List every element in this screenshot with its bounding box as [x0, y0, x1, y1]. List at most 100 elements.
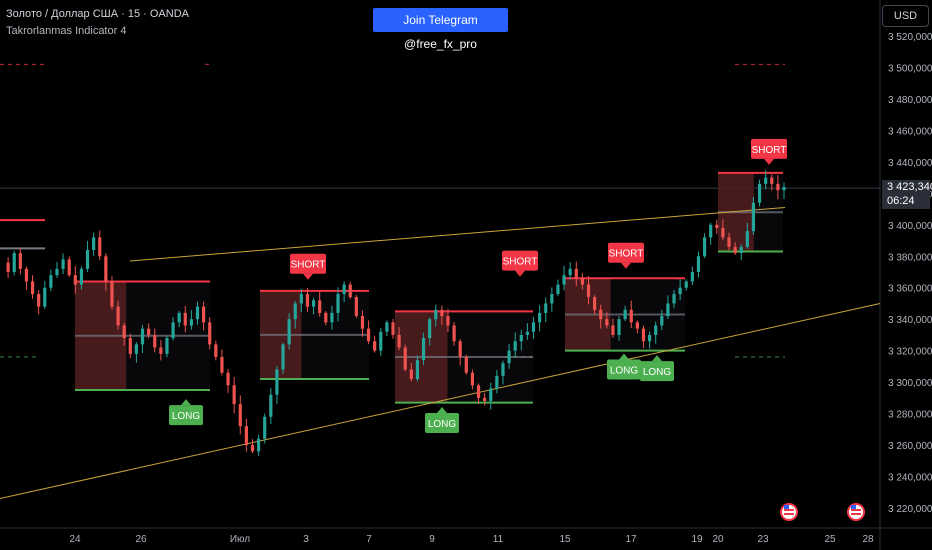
flag-stripe: [784, 509, 794, 511]
candle-body: [354, 297, 358, 317]
short-signal: SHORT: [608, 242, 644, 269]
price-tick-label: 3 440,000: [888, 158, 932, 169]
candle-body: [208, 322, 212, 345]
candle-body: [385, 322, 389, 332]
short-signal-label: SHORT: [752, 145, 787, 156]
price-tick-label: 3 360,000: [888, 284, 932, 295]
candle-body: [696, 256, 701, 272]
candle-body: [73, 275, 77, 285]
candle-body: [305, 294, 310, 307]
candle-body: [739, 246, 743, 254]
candle-body: [269, 394, 273, 417]
candle-body: [37, 294, 41, 307]
short-arrow: [303, 273, 313, 280]
candle-body: [727, 237, 731, 247]
time-tick-label: 7: [366, 534, 372, 545]
long-arrow: [437, 407, 447, 414]
candle-body: [342, 284, 346, 295]
candle-body: [544, 303, 548, 313]
time-tick-label: 11: [493, 534, 504, 545]
candle-body: [709, 224, 713, 238]
candle-body: [635, 322, 639, 329]
candle-body: [440, 309, 444, 317]
candle-body: [348, 284, 352, 298]
candle-body: [678, 287, 682, 295]
currency-button[interactable]: USD: [882, 5, 929, 27]
candle-body: [43, 287, 47, 307]
candle-body: [446, 316, 450, 326]
long-signal-label: LONG: [428, 419, 457, 430]
short-badge: [290, 253, 326, 274]
candle-body: [495, 375, 499, 389]
candles-layer: [6, 170, 786, 456]
price-tick-label: 3 400,000: [888, 221, 932, 232]
price-axis: 3 220,000 3 240,000 3 260,000 3 280,000 3 30…: [888, 32, 932, 515]
candle-body: [153, 334, 157, 348]
candle-body: [177, 312, 181, 323]
long-signal: LONG: [607, 353, 641, 380]
candle-body: [360, 316, 365, 329]
short-arrow: [764, 158, 774, 165]
candle-body: [92, 237, 96, 250]
long-badge: [607, 359, 641, 380]
candle-body: [275, 369, 279, 395]
long-signal-label: LONG: [172, 411, 201, 422]
candle-body: [593, 297, 597, 310]
telegram-button[interactable]: Join Telegram @free_fx_pro: [373, 8, 508, 51]
candle-body: [458, 341, 462, 357]
time-tick-label: 24: [69, 534, 81, 545]
candle-body: [629, 309, 633, 323]
short-arrow: [515, 270, 525, 277]
candle-body: [159, 347, 163, 354]
zones-layer: [75, 171, 783, 404]
us-flag-icon: [780, 503, 798, 521]
long-signal: LONG: [169, 399, 203, 426]
candle-body: [12, 253, 16, 272]
candle-body: [214, 344, 218, 357]
price-tick-label: 3 280,000: [888, 410, 932, 421]
candle-body: [764, 177, 768, 184]
bar-countdown: 06:24: [887, 195, 915, 207]
time-tick-label: 28: [862, 534, 874, 545]
price-tick-label: 3 260,000: [888, 441, 932, 452]
candle-body: [568, 268, 572, 276]
candle-body: [464, 356, 468, 373]
candle-body: [85, 249, 90, 269]
candle-body: [6, 262, 10, 272]
long-arrow: [652, 355, 662, 362]
candle-body: [165, 338, 169, 354]
candle-body: [250, 445, 255, 452]
price-tick-label: 3 240,000: [888, 473, 932, 484]
candle-body: [366, 328, 371, 342]
indicator-title[interactable]: Takrorlanmas Indicator 4: [6, 25, 127, 37]
price-tick-label: 3 460,000: [888, 126, 932, 137]
time-tick-label: 23: [757, 534, 769, 545]
candle-body: [128, 338, 132, 354]
candle-body: [244, 426, 248, 446]
candle-body: [605, 319, 609, 326]
price-tick-label: 3 480,000: [888, 95, 932, 106]
lower-trendline: [0, 302, 881, 500]
long-signal: LONG: [640, 355, 674, 382]
us-flag-icon: [847, 503, 865, 521]
short-arrow: [621, 262, 631, 269]
candle-body: [140, 328, 145, 345]
candle-body: [428, 319, 432, 339]
candle-body: [134, 344, 139, 354]
flag-canton: [784, 505, 789, 509]
long-badge: [169, 405, 203, 426]
short-badge: [502, 250, 538, 271]
price-tick-label: 3 500,000: [888, 63, 932, 74]
candle-body: [489, 388, 493, 402]
candle-body: [617, 319, 621, 335]
signals-layer: LONG SHORT LONG SHORT SHORT LONG LONG SHORT: [169, 138, 787, 434]
candle-body: [373, 341, 377, 351]
short-signal: SHORT: [502, 250, 538, 277]
candle-body: [745, 231, 749, 247]
candle-body: [501, 363, 505, 376]
price-tick-label: 3 300,000: [888, 378, 932, 389]
candle-body: [580, 278, 584, 285]
candle-body: [623, 309, 627, 320]
